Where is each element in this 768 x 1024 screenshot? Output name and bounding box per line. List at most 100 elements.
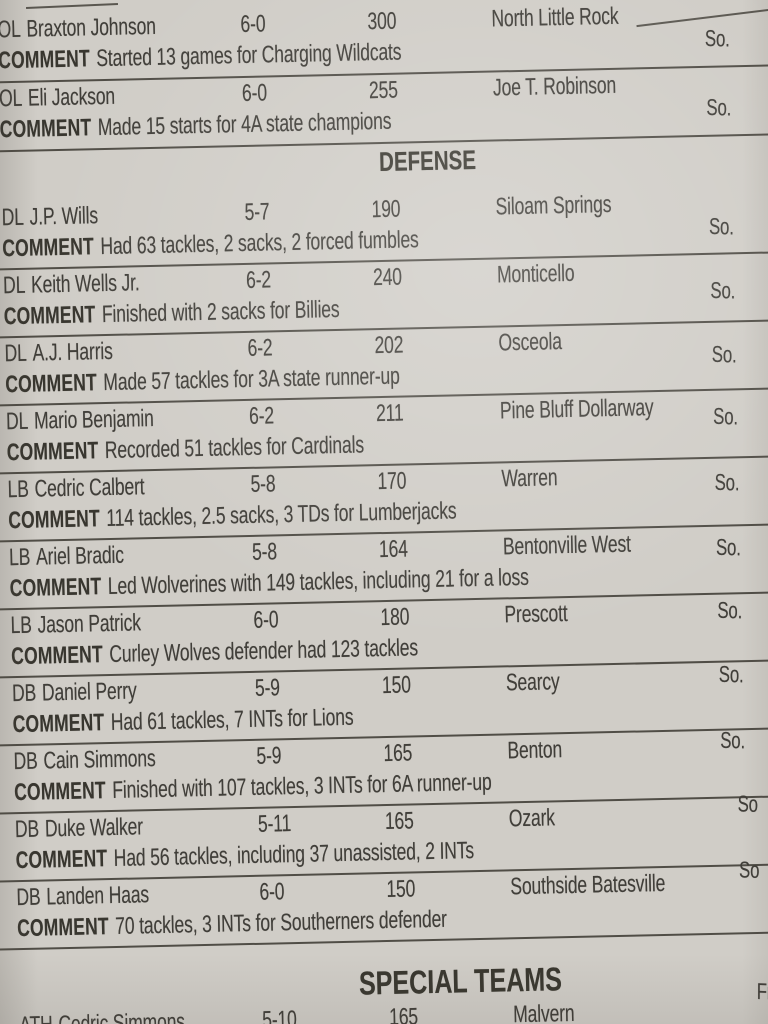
player-weight: 202: [374, 331, 404, 360]
player-class: So.: [711, 340, 737, 368]
player-class: So.: [715, 533, 741, 561]
player-comment-line: COMMENT Curley Wolves defender had 123 ta…: [11, 634, 418, 671]
player-height: 6-0: [259, 878, 285, 906]
player-comment: Made 57 tackles for 3A state runner-up: [103, 362, 400, 397]
player-position-name: DL Mario Benjamin: [6, 405, 154, 436]
player-position-name: ATH Cedric Simmons: [19, 1008, 185, 1024]
player-position-name: LB Ariel Bradic: [9, 542, 124, 572]
player-comment-line: COMMENT Recorded 51 tackles for Cardinals: [6, 431, 364, 467]
player-weight: 211: [375, 399, 404, 428]
comment-label: COMMENT: [9, 573, 102, 603]
player-height: 6-2: [245, 266, 272, 294]
player-weight: 165: [384, 807, 415, 836]
player-position: LB: [7, 475, 30, 504]
comment-label: COMMENT: [7, 505, 101, 535]
player-class: So.: [704, 24, 730, 52]
player-position-name: DB Daniel Perry: [12, 677, 137, 708]
player-height: 5-7: [244, 198, 270, 226]
comment-label: COMMENT: [3, 301, 96, 331]
player-position: DL: [4, 339, 28, 368]
player-height: 6-2: [248, 402, 275, 430]
player-position-name: DB Cain Simmons: [13, 745, 156, 776]
player-class: So.: [720, 726, 746, 754]
player-class: So.: [710, 276, 736, 304]
player-name: Ariel Bradic: [35, 541, 125, 571]
player-position-name: DL Keith Wells Jr.: [3, 269, 140, 300]
player-comment-line: COMMENT 70 tackles, 3 INTs for Southerner…: [17, 906, 447, 943]
player-position-name: OL Eli Jackson: [0, 83, 115, 114]
player-school: Monticello: [496, 259, 575, 289]
player-school: Pine Bluff Dollarway: [499, 394, 654, 425]
player-comment-line: COMMENT Made 15 starts for 4A state champ…: [0, 108, 392, 145]
player-position-name: OL Braxton Johnson: [0, 13, 156, 44]
player-comment: Curley Wolves defender had 123 tackles: [109, 634, 419, 669]
player-position-name: DL A.J. Harris: [4, 338, 113, 368]
player-name: Landen Haas: [46, 881, 150, 911]
player-school: Southside Batesville: [510, 869, 666, 901]
player-school: Ozark: [508, 804, 556, 833]
player-school: Joe T. Robinson: [492, 71, 617, 102]
player-position: DB: [11, 679, 37, 708]
player-position: DB: [16, 883, 41, 912]
player-class: So.: [718, 660, 744, 688]
section-rows: DL J.P. Wills 5-7 190 Siloam Springs So. COMME…: [0, 185, 768, 951]
player-school: Siloam Springs: [495, 190, 612, 221]
player-comment: 114 tackles, 2.5 sacks, 3 TDs for Lumber…: [106, 497, 457, 533]
player-position-name: LB Jason Patrick: [10, 609, 141, 640]
player-position-name: DB Duke Walker: [15, 813, 144, 844]
player-weight: 150: [381, 671, 412, 700]
player-comment-line: COMMENT Had 63 tackles, 2 sacks, 2 forced…: [2, 226, 419, 263]
comment-label: COMMENT: [6, 437, 99, 467]
comment-label: COMMENT: [0, 114, 92, 144]
player-school: North Little Rock: [491, 2, 619, 33]
player-comment: Had 63 tackles, 2 sacks, 2 forced fumble…: [100, 226, 419, 261]
player-name: Jason Patrick: [37, 609, 142, 639]
player-position: DL: [5, 407, 29, 436]
player-height: 5-10: [261, 1006, 298, 1024]
comment-label: COMMENT: [13, 777, 107, 807]
player-class: So.: [713, 402, 738, 430]
comment-label: COMMENT: [10, 641, 104, 671]
player-school: Warren: [501, 464, 558, 493]
comment-label: COMMENT: [15, 845, 108, 875]
player-height: 5-8: [250, 470, 276, 498]
player-comment: Made 15 starts for 4A state champions: [97, 107, 392, 142]
player-comment: Finished with 2 sacks for Billies: [101, 295, 340, 329]
player-weight: 240: [372, 263, 403, 292]
player-comment: Finished with 107 tackles, 3 INTs for 6A…: [111, 768, 492, 804]
player-weight: 150: [386, 875, 416, 904]
player-school: Osceola: [498, 328, 563, 357]
player-name: Daniel Perry: [41, 677, 137, 707]
comment-label: COMMENT: [2, 233, 95, 263]
player-name: Cain Simmons: [43, 745, 156, 775]
player-comment-line: COMMENT Started 13 games for Charging Wil…: [0, 39, 402, 76]
player-height: 5-8: [251, 538, 278, 566]
player-name: Braxton Johnson: [26, 12, 157, 43]
comment-label: COMMENT: [12, 709, 105, 739]
player-class: So.: [706, 93, 732, 121]
player-school: Benton: [507, 736, 563, 765]
player-name: J.P. Wills: [29, 202, 99, 231]
player-class: So.: [714, 468, 740, 496]
comment-label: COMMENT: [5, 369, 98, 399]
player-comment-line: COMMENT Finished with 2 sacks for Billies: [4, 296, 340, 331]
player-comment: Had 61 tackles, 7 INTs for Lions: [110, 703, 354, 737]
player-class: So: [737, 790, 758, 817]
player-comment-line: COMMENT 114 tackles, 2.5 sacks, 3 TDs for…: [8, 497, 457, 535]
player-weight: 164: [378, 535, 409, 564]
player-weight: 255: [368, 76, 399, 105]
player-school: Malvern: [512, 999, 575, 1024]
section-title: SPECIAL TEAMS: [358, 960, 563, 1002]
player-comment: Recorded 51 tackles for Cardinals: [104, 431, 365, 465]
player-height: 6-0: [241, 79, 268, 107]
player-class: So.: [717, 596, 743, 624]
player-comment: Started 13 games for Charging Wildcats: [96, 38, 402, 73]
player-class: So: [739, 856, 760, 883]
player-height: 6-2: [247, 334, 273, 362]
player-name: Duke Walker: [44, 813, 144, 843]
player-school: Prescott: [504, 600, 568, 629]
player-position: DL: [2, 271, 26, 300]
player-comment-line: COMMENT Made 57 tackles for 3A state runn…: [5, 363, 400, 400]
player-name: Mario Benjamin: [33, 405, 154, 435]
player-position: DB: [13, 747, 38, 776]
